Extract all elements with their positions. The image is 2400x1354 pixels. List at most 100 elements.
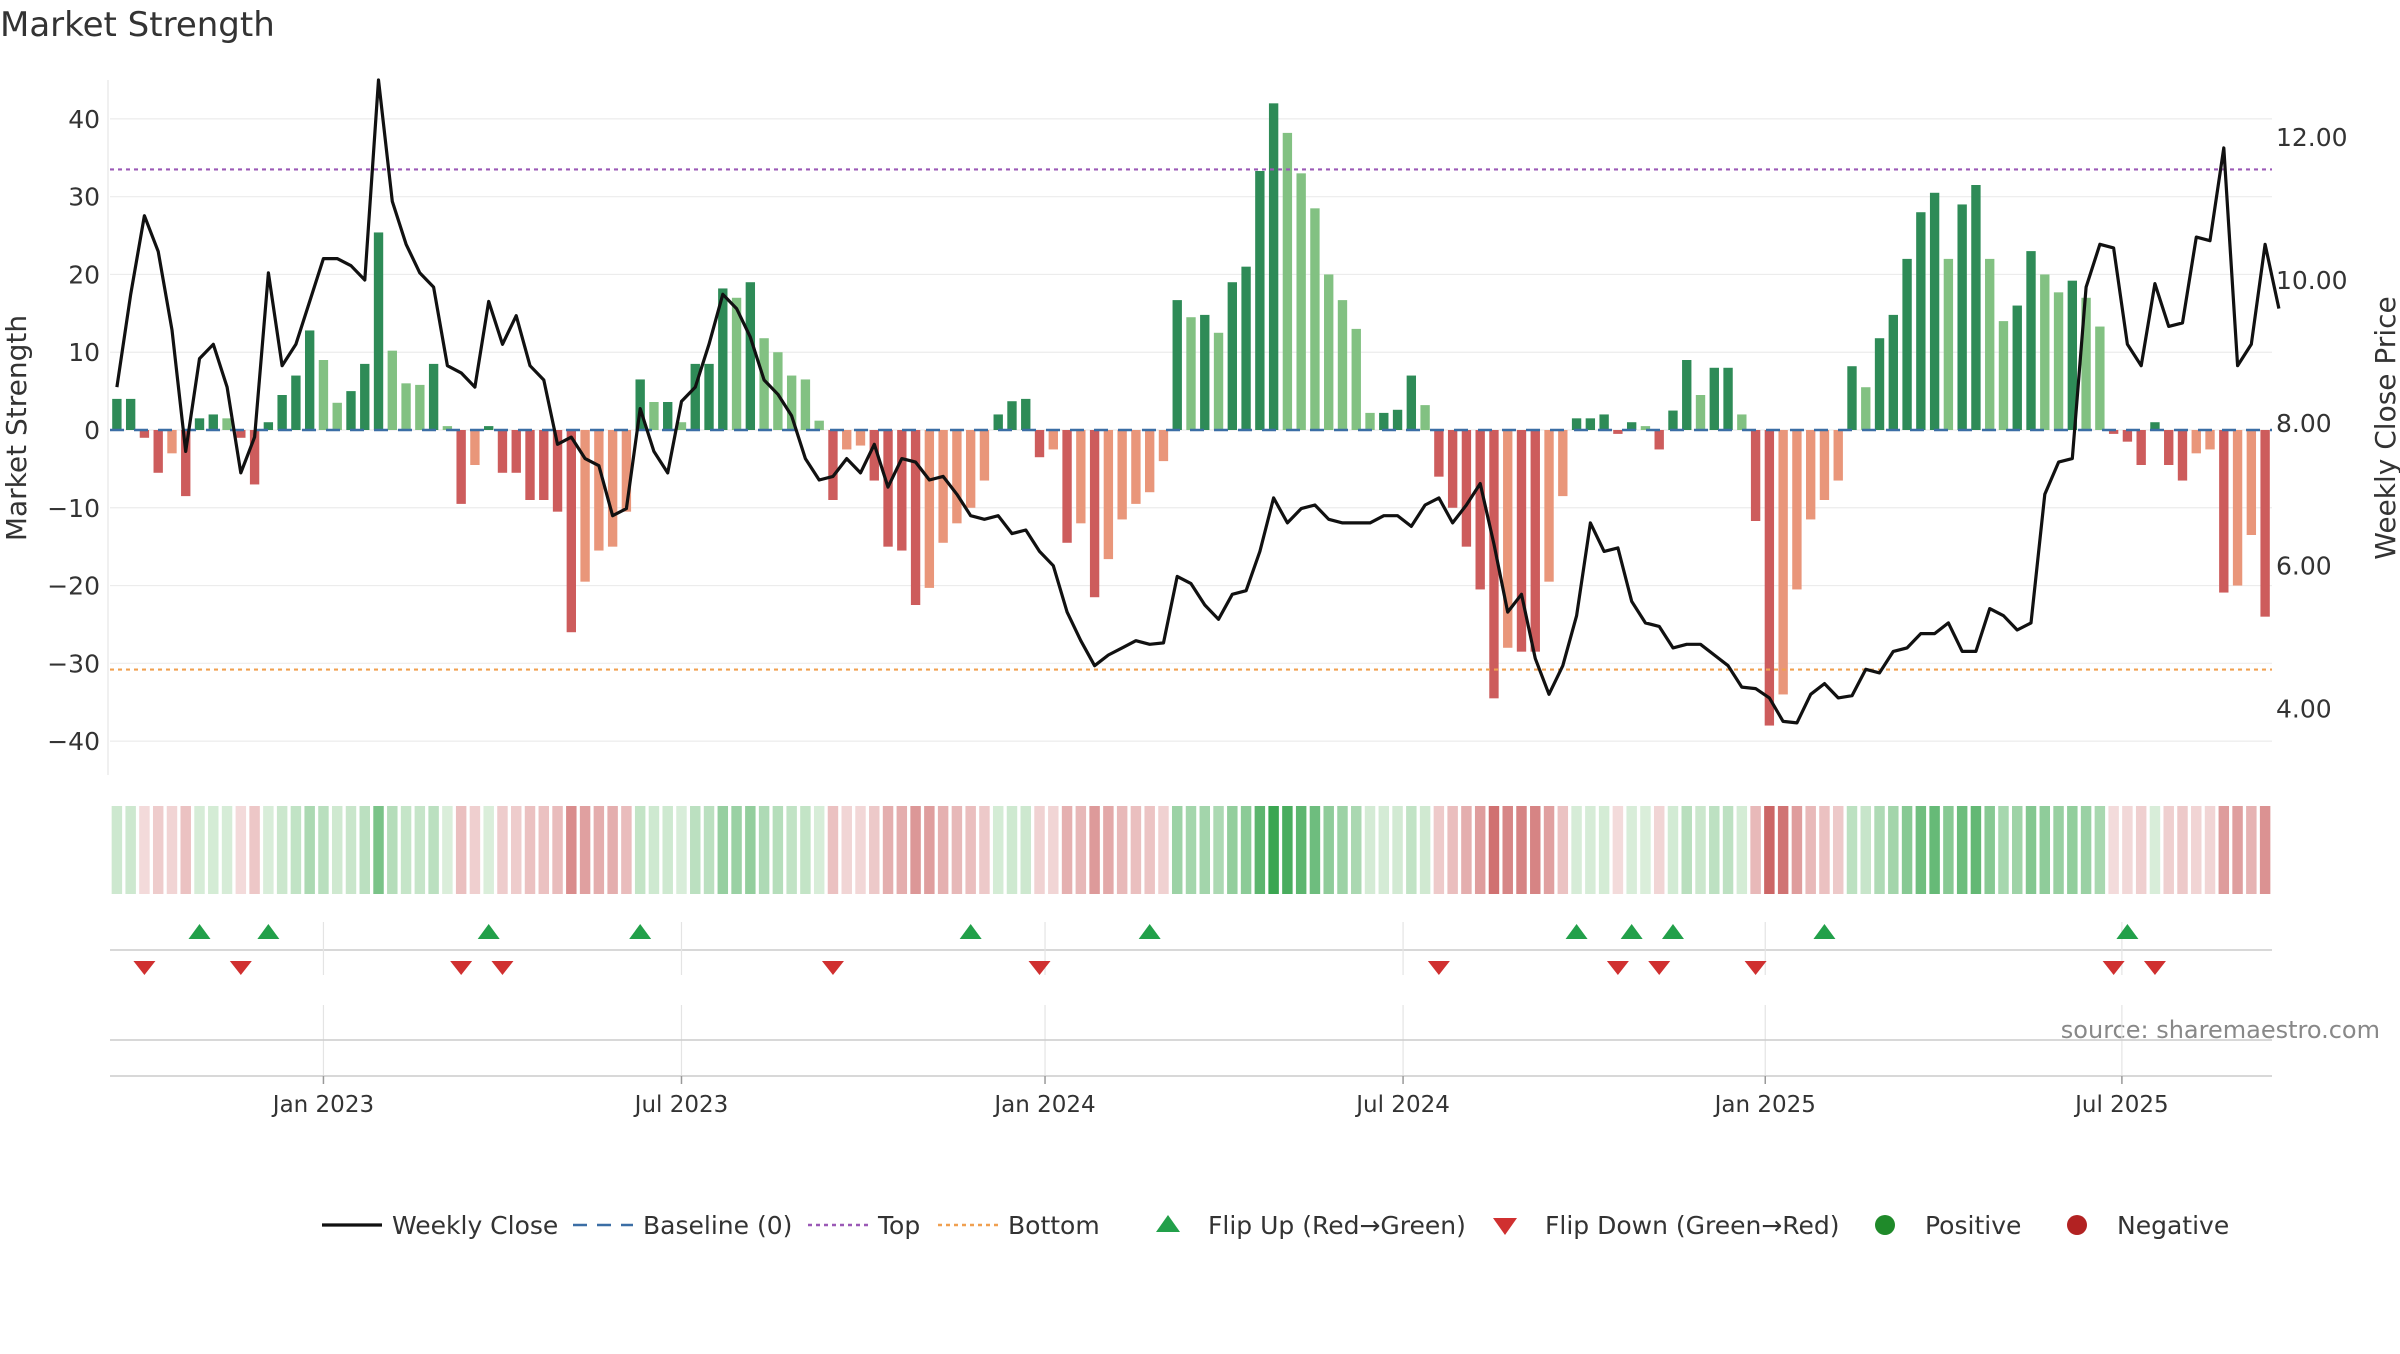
heat-cell [1006, 806, 1018, 894]
strength-bars [112, 103, 2270, 726]
heat-cell [538, 806, 550, 894]
y-axis-right-label: Weekly Close Price [2369, 296, 2400, 559]
heat-cell [662, 806, 673, 894]
heat-cell [1323, 806, 1334, 894]
heat-cell [318, 806, 329, 894]
heat-cell [2108, 806, 2119, 894]
heat-cell [1227, 806, 1238, 894]
strength-bar [222, 418, 232, 430]
legend-item: Top [808, 1211, 920, 1240]
heat-cell [758, 806, 770, 894]
strength-bar [2136, 430, 2146, 465]
heat-cell [1681, 806, 1692, 894]
y-right-tick-label: 4.00 [2276, 695, 2332, 724]
strength-bar [676, 422, 687, 430]
legend-label: Flip Down (Green→Red) [1545, 1211, 1840, 1240]
heat-cell [1970, 806, 1982, 894]
heat-cell [1640, 806, 1651, 894]
heat-cell [249, 806, 260, 894]
y-right-tick-label: 6.00 [2276, 552, 2332, 581]
heat-cell [235, 806, 247, 894]
strength-bar [2260, 430, 2270, 617]
heat-cell [1530, 806, 1541, 894]
heat-cell [1998, 806, 2009, 894]
y-axis-left-label: Market Strength [0, 315, 33, 541]
legend-swatch-tri-down [1493, 1218, 1517, 1235]
heat-cell [2246, 806, 2257, 894]
strength-bar [1971, 185, 1981, 430]
legend-swatch-tri-up [1156, 1215, 1180, 1232]
strength-bar [965, 430, 976, 508]
flip-up-marker [1138, 924, 1161, 939]
heat-cell [676, 806, 687, 894]
heat-cell [511, 806, 522, 894]
heat-cell [1171, 806, 1183, 894]
strength-bar [869, 430, 879, 481]
heat-cell [2080, 806, 2092, 894]
strength-bar [1626, 422, 1637, 430]
strength-bar [2026, 251, 2036, 430]
strength-bar [2095, 326, 2105, 430]
heat-cell [1089, 806, 1100, 894]
heat-cell [841, 806, 852, 894]
strength-bar [112, 398, 122, 430]
strength-bar [1929, 192, 1940, 430]
legend-label: Baseline (0) [643, 1211, 792, 1240]
strength-bar [456, 430, 466, 504]
strength-bar [1007, 401, 1017, 430]
y-right-tick-label: 10.00 [2276, 266, 2348, 295]
flip-up-marker [2116, 924, 2139, 939]
heat-cell [1474, 806, 1486, 894]
flip-up-marker [1565, 924, 1588, 939]
strength-bar [1874, 338, 1885, 430]
strength-bar [814, 420, 824, 430]
heat-cell [221, 806, 233, 894]
heat-cell [1213, 806, 1224, 894]
heat-cell [1860, 806, 1871, 894]
strength-bar [2067, 280, 2078, 430]
flip-down-marker [450, 961, 473, 975]
strength-bar [1571, 418, 1582, 430]
strength-bar [332, 402, 342, 430]
heat-cell [276, 806, 288, 894]
strength-bar [1723, 367, 1733, 430]
strength-bar [1943, 258, 1954, 430]
strength-bar [1406, 375, 1417, 430]
strength-bar [1117, 430, 1127, 520]
heat-cell [690, 806, 701, 894]
strength-bar [1640, 426, 1651, 430]
heat-cell [1075, 806, 1087, 894]
strength-bar [1902, 258, 1912, 430]
flip-down-marker [1648, 961, 1671, 975]
strength-bar [745, 282, 756, 430]
flip-down-marker [133, 961, 156, 975]
strength-bar [1310, 208, 1320, 430]
strength-bar [731, 297, 742, 430]
legend-item: Positive [1875, 1211, 2021, 1240]
strength-bar [1324, 274, 1334, 430]
strength-bar [2205, 430, 2215, 450]
heat-cell [813, 806, 825, 894]
legend-label: Bottom [1008, 1211, 1100, 1240]
strength-bar [139, 430, 150, 438]
heat-cell [194, 806, 205, 894]
heat-cell [745, 806, 756, 894]
heat-cell [1695, 806, 1706, 894]
heat-cell [965, 806, 976, 894]
heat-cell [1130, 806, 1142, 894]
weekly-close-line [115, 78, 2281, 725]
heat-cell [579, 806, 591, 894]
weekly-close-series [115, 78, 2281, 725]
strength-bar [1021, 398, 1031, 430]
y-right-tick-label: 12.00 [2276, 123, 2348, 152]
strength-bar [1833, 430, 1843, 481]
heat-cell [1874, 806, 1885, 894]
strength-bar [1654, 430, 1664, 450]
strength-bar [2012, 305, 2022, 430]
x-tick-label: Jan 2023 [271, 1092, 374, 1118]
strength-bar [539, 430, 549, 500]
strength-bar [428, 363, 439, 430]
heat-cell [2135, 806, 2147, 894]
strength-bar [1847, 366, 1857, 430]
